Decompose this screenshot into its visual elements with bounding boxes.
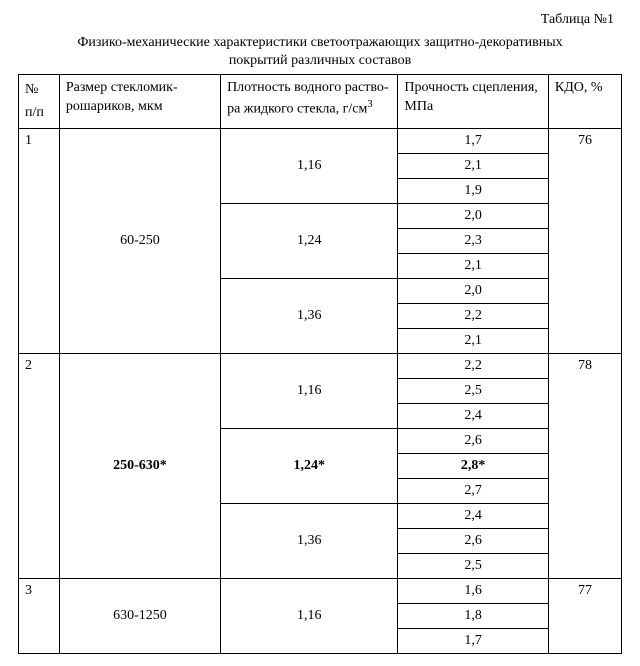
col-header-density: Плотность водного раство­ра жидкого стек… [221, 75, 398, 129]
cell-size: 250-630* [59, 354, 220, 579]
table-body: 160-2501,161,7762,11,91,242,02,32,11,362… [19, 129, 622, 654]
cell-strength: 2,4 [398, 504, 548, 529]
cell-strength: 1,7 [398, 629, 548, 654]
cell-kdo: 77 [548, 579, 621, 654]
cell-strength: 2,4 [398, 404, 548, 429]
cell-density: 1,16 [221, 579, 398, 654]
col-header-kdo: КДО, % [548, 75, 621, 129]
table-row: 2250-630*1,162,278 [19, 354, 622, 379]
cell-num: 3 [19, 579, 60, 654]
table-number: Таблица №1 [18, 12, 614, 28]
cell-strength: 1,9 [398, 179, 548, 204]
table-row: 160-2501,161,776 [19, 129, 622, 154]
cell-density: 1,16 [221, 354, 398, 429]
cell-density: 1,16 [221, 129, 398, 204]
cell-density: 1,36 [221, 504, 398, 579]
properties-table: № п/п Размер стекломик­рошариков, мкм Пл… [18, 74, 622, 654]
header-row: № п/п Размер стекломик­рошариков, мкм Пл… [19, 75, 622, 129]
cell-density: 1,24 [221, 204, 398, 279]
col-header-strength: Прочность сцепле­ния, МПа [398, 75, 548, 129]
cell-strength: 2,1 [398, 154, 548, 179]
caption-line-2: покрытий различных составов [229, 53, 411, 68]
cell-strength: 2,8* [398, 454, 548, 479]
cell-num: 2 [19, 354, 60, 579]
table-row: 3630-12501,161,677 [19, 579, 622, 604]
cell-density: 1,24* [221, 429, 398, 504]
cell-strength: 1,7 [398, 129, 548, 154]
cell-strength: 1,6 [398, 579, 548, 604]
cell-size: 630-1250 [59, 579, 220, 654]
cell-density: 1,36 [221, 279, 398, 354]
cell-strength: 2,6 [398, 429, 548, 454]
cell-kdo: 76 [548, 129, 621, 354]
col-header-density-sup: 3 [367, 99, 372, 110]
table-caption: Физико-механические характеристики свето… [40, 34, 600, 70]
cell-strength: 2,1 [398, 254, 548, 279]
caption-line-1: Физико-механические характеристики свето… [77, 35, 562, 50]
cell-strength: 2,0 [398, 204, 548, 229]
cell-strength: 2,5 [398, 554, 548, 579]
cell-strength: 2,5 [398, 379, 548, 404]
cell-strength: 2,2 [398, 354, 548, 379]
cell-kdo: 78 [548, 354, 621, 579]
cell-strength: 2,1 [398, 329, 548, 354]
cell-num: 1 [19, 129, 60, 354]
cell-strength: 2,3 [398, 229, 548, 254]
cell-strength: 2,0 [398, 279, 548, 304]
cell-strength: 2,7 [398, 479, 548, 504]
col-header-size: Размер стекломик­рошариков, мкм [59, 75, 220, 129]
cell-strength: 1,8 [398, 604, 548, 629]
cell-strength: 2,6 [398, 529, 548, 554]
col-header-density-text: Плотность водного раство­ра жидкого стек… [227, 80, 388, 117]
cell-strength: 2,2 [398, 304, 548, 329]
col-header-num: № п/п [19, 75, 60, 129]
cell-size: 60-250 [59, 129, 220, 354]
